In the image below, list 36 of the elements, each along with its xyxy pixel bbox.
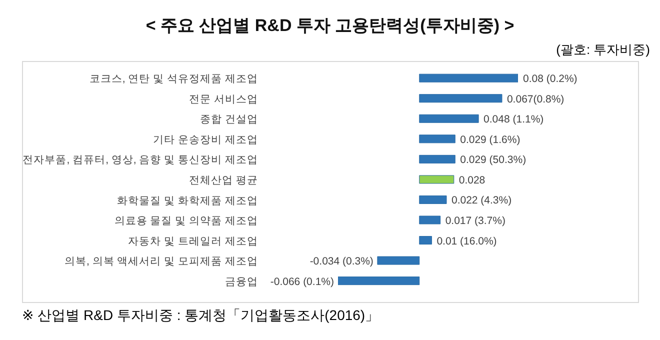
bar — [419, 236, 432, 245]
bar — [419, 94, 502, 103]
y-tick-label: 전문 서비스업 — [189, 93, 258, 106]
data-label: 0.028 — [458, 174, 486, 186]
data-label: 0.067(0.8%) — [506, 93, 564, 106]
data-label: 0.08 (0.2%) — [523, 73, 578, 86]
bar — [419, 216, 441, 224]
bar — [419, 154, 456, 164]
bar — [419, 195, 447, 204]
data-label: 0.029 (50.3%) — [460, 154, 526, 166]
y-tick-label: 의복, 의복 액세서리 및 모피제품 제조업 — [64, 256, 258, 268]
y-tick-label: 의료용 물질 및 의약품 제조업 — [114, 215, 258, 228]
y-tick-label: 금융업 — [225, 276, 258, 288]
bar — [419, 175, 454, 184]
y-tick-label: 기타 운송장비 제조업 — [153, 134, 258, 146]
data-label: 0.017 (3.7%) — [445, 214, 506, 227]
chart-title: < 주요 산업별 R&D 투자 고용탄력성(투자비중) > — [144, 15, 516, 37]
bar — [419, 134, 456, 144]
text: (괄호: 투자비중) — [555, 41, 651, 59]
bar — [419, 114, 479, 123]
data-label: -0.066 (0.1%) — [270, 276, 334, 288]
bar — [338, 276, 420, 286]
y-tick-label: 자동차 및 트레일러 제조업 — [128, 235, 258, 248]
bar — [419, 74, 518, 82]
y-tick-label: 화학물질 및 화학제품 제조업 — [117, 194, 258, 207]
data-label: 0.029 (1.6%) — [460, 134, 520, 146]
y-tick-label: 코크스, 연탄 및 석유정제품 제조업 — [89, 73, 258, 86]
data-label: -0.034 (0.3%) — [310, 256, 374, 268]
y-tick-label: 종합 건설업 — [200, 114, 258, 126]
y-tick-label: 전자부품, 컴퓨터, 영상, 음향 및 통신장비 제조업 — [22, 154, 258, 166]
data-label: 0.022 (4.3%) — [451, 194, 512, 207]
data-label: 0.01 (16.0%) — [436, 235, 497, 248]
y-tick-label: 전체산업 평균 — [189, 174, 258, 186]
bar — [377, 256, 420, 265]
data-label: 0.048 (1.1%) — [484, 114, 544, 126]
text: ※ 산업별 R&D 투자비중 : 통계청「기업활동조사(2016)」 — [21, 307, 380, 325]
